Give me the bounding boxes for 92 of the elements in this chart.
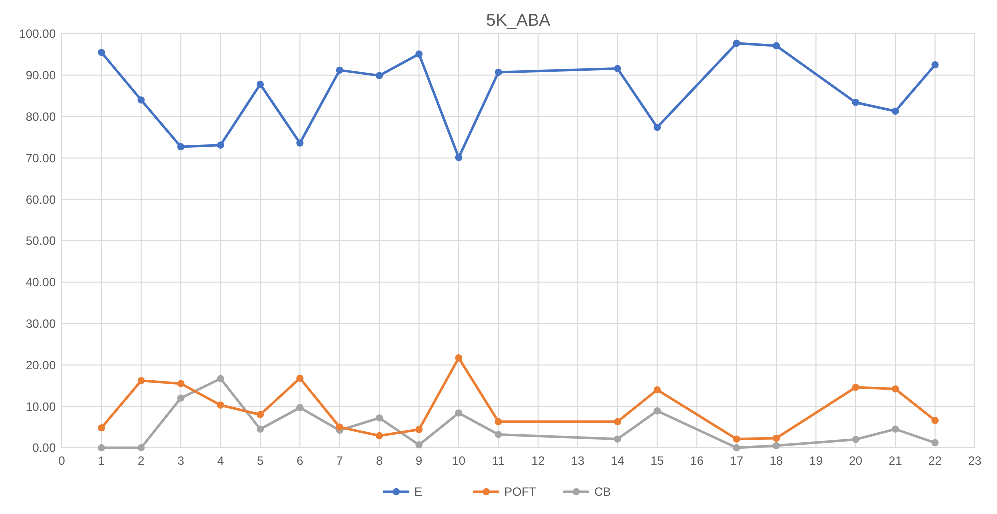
x-tick-label: 17 [730, 454, 744, 468]
x-tick-label: 9 [416, 454, 423, 468]
point [772, 434, 780, 442]
y-tick-label: 100.00 [19, 27, 56, 42]
x-tick-label: 0 [58, 454, 66, 468]
point [495, 431, 502, 438]
y-tick-label: 80.00 [26, 110, 56, 124]
x-tick-label: 20 [849, 454, 863, 468]
point [892, 386, 900, 393]
y-tick-label: 40.00 [26, 276, 56, 290]
x-tick-label: 8 [376, 454, 384, 468]
point [892, 426, 900, 433]
x-tick-label: 14 [611, 454, 625, 468]
point [296, 404, 304, 412]
point [852, 436, 860, 444]
x-tick-label: 12 [532, 454, 546, 468]
point [495, 68, 502, 76]
y-tick-label: 50.00 [26, 234, 56, 248]
point [256, 426, 264, 433]
point [177, 143, 185, 151]
point [336, 424, 344, 431]
point [376, 432, 384, 440]
point [455, 410, 463, 417]
point [733, 444, 740, 452]
point [416, 426, 423, 434]
point [455, 154, 463, 162]
x-tick-label: 23 [968, 454, 982, 468]
point [177, 380, 185, 388]
x-tick-label: 22 [928, 454, 942, 468]
point [217, 142, 224, 149]
legend-label: CB [594, 485, 612, 500]
point [98, 444, 106, 452]
point [772, 442, 780, 450]
x-tick-label: 4 [217, 454, 224, 468]
point [932, 417, 939, 424]
x-tick-label: 16 [690, 454, 704, 468]
point [654, 124, 662, 132]
point [416, 442, 423, 449]
point [256, 80, 264, 88]
point [495, 418, 502, 426]
point [892, 108, 900, 116]
point [296, 140, 304, 147]
point [376, 72, 384, 80]
x-tick-label: 19 [810, 454, 824, 468]
x-tick-label: 5 [257, 454, 264, 468]
point [614, 418, 622, 426]
x-tick-label: 6 [296, 454, 304, 468]
point [217, 375, 224, 382]
x-tick-label: 3 [178, 454, 185, 468]
y-tick-label: 70.00 [26, 151, 56, 166]
point [852, 99, 860, 106]
point [177, 394, 185, 402]
point [256, 411, 264, 418]
point [336, 66, 344, 74]
point [217, 402, 224, 409]
point [852, 384, 860, 392]
point [455, 354, 463, 362]
point [614, 436, 622, 443]
point [138, 444, 145, 452]
y-tick-label: 10.00 [26, 400, 56, 414]
point [932, 439, 939, 447]
point [932, 61, 939, 69]
legend-label: POFT [504, 485, 538, 500]
point [614, 65, 622, 72]
y-tick-label: 20.00 [26, 358, 56, 372]
y-tick-label: 0.00 [32, 441, 56, 456]
point [98, 49, 106, 56]
legend-label: E [414, 485, 423, 500]
point [733, 40, 740, 48]
x-tick-label: 7 [336, 454, 344, 468]
y-tick-label: 90.00 [26, 68, 56, 83]
point [376, 414, 384, 422]
chart-title: 5K_ABA [486, 11, 552, 30]
point [733, 436, 740, 443]
x-tick-label: 13 [571, 454, 586, 468]
x-tick-label: 1 [98, 454, 106, 468]
x-tick-label: 15 [650, 454, 664, 468]
point [98, 424, 106, 432]
point [138, 96, 145, 104]
point [296, 374, 304, 382]
point [654, 386, 662, 394]
y-tick-label: 30.00 [26, 317, 56, 331]
x-tick-label: 11 [492, 454, 506, 468]
point [654, 408, 662, 415]
point [138, 377, 145, 385]
y-tick-label: 60.00 [26, 192, 56, 207]
x-tick-label: 2 [138, 454, 146, 468]
x-tick-label: 10 [452, 454, 466, 468]
point [772, 42, 780, 50]
point [416, 50, 423, 58]
x-tick-label: 18 [770, 454, 784, 468]
x-tick-label: 21 [888, 454, 903, 468]
